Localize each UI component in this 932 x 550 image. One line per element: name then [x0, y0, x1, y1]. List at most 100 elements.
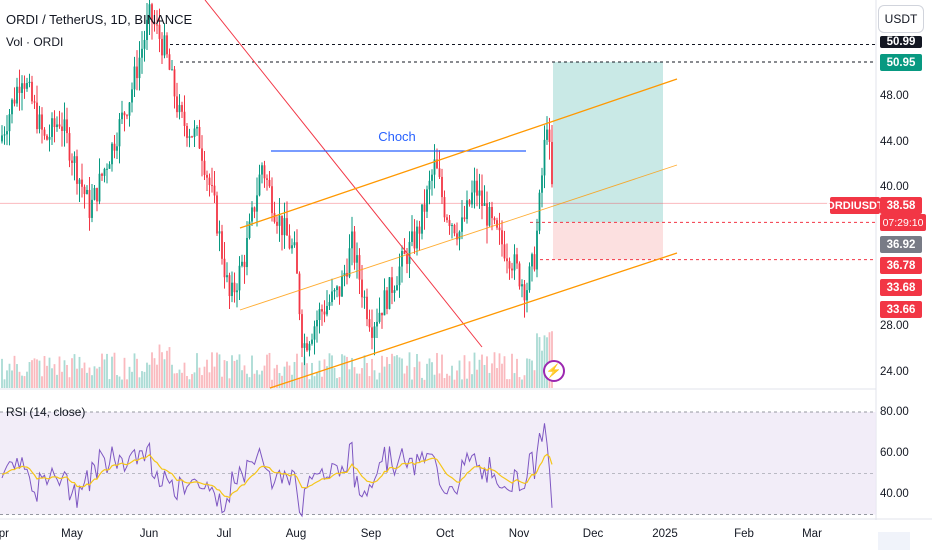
candle-body [203, 160, 206, 175]
volume-bar [53, 364, 56, 388]
symbol-title: ORDI / TetherUS, 1D, BINANCE [6, 12, 193, 27]
volume-bar [326, 366, 328, 388]
candle-body [483, 203, 486, 206]
candle-body [441, 176, 443, 198]
candle-body [251, 207, 253, 222]
candle-body [266, 178, 268, 180]
candle-body [458, 231, 461, 240]
price-tick: 28.00 [880, 320, 909, 332]
volume-bar [246, 373, 248, 388]
channel-mid [239, 164, 678, 311]
volume-bar [33, 358, 36, 388]
candle-body [111, 143, 113, 165]
candle-body [296, 242, 298, 274]
candle-body [386, 290, 388, 309]
volume-bar [121, 379, 123, 388]
volume-bar [413, 367, 416, 388]
volume-bar [456, 370, 458, 388]
candle-body [221, 231, 223, 259]
volume-bar [516, 358, 518, 388]
volume-bar [378, 372, 381, 388]
volume-bar [523, 375, 526, 388]
candle-body [398, 266, 401, 286]
candle-body [123, 112, 126, 116]
candle-body [531, 254, 533, 267]
volume-bar [506, 379, 508, 388]
volume-bar [298, 377, 301, 388]
candle-body [173, 69, 176, 97]
candle-body [533, 254, 536, 270]
candle-body [58, 124, 61, 127]
candle-body [21, 83, 23, 93]
candle-body [543, 139, 546, 176]
time-label: Sep [360, 528, 382, 540]
candle-body [128, 102, 131, 116]
volume-bar [131, 371, 133, 388]
volume-bar [28, 362, 31, 388]
volume-bar [333, 367, 336, 388]
volume-bar [551, 331, 553, 388]
lightning-icon[interactable]: ⚡ [543, 360, 565, 382]
candle-body [303, 343, 306, 348]
volume-bar [493, 352, 496, 388]
volume-bar [403, 373, 406, 388]
volume-bar [426, 363, 428, 388]
candle-body [163, 35, 166, 56]
candle-body [376, 321, 378, 327]
candle-body [231, 282, 233, 297]
volume-bar [536, 333, 538, 388]
candle-body [138, 57, 141, 79]
candle-body [273, 213, 276, 222]
volume-bar [141, 371, 143, 388]
candle-body [101, 173, 103, 176]
volume-bar [241, 370, 243, 388]
volume-bar [406, 365, 408, 388]
candle-body [126, 115, 128, 117]
volume-bar [283, 366, 286, 388]
candle-body [76, 156, 78, 184]
level-tag: 33.66 [880, 301, 922, 318]
candle-body [291, 245, 293, 249]
candle-body [216, 195, 218, 234]
volume-bar [161, 352, 163, 388]
candle-body [356, 255, 358, 263]
volume-bar [126, 379, 128, 388]
candle-body [451, 225, 453, 227]
target-price-tag: 50.95 [880, 54, 922, 71]
candle-body [336, 286, 338, 291]
volume-bar [338, 377, 341, 388]
currency-button[interactable]: USDT [878, 5, 924, 33]
volume-bar [151, 352, 153, 388]
candle-body [461, 217, 463, 232]
candle-body [526, 290, 528, 301]
candle-body [408, 241, 411, 264]
candle-body [486, 203, 488, 226]
volume-bar [356, 373, 358, 388]
volume-bar [66, 364, 68, 388]
volume-bar [353, 367, 356, 388]
volume-bar [488, 372, 491, 388]
candle-body [316, 319, 318, 327]
volume-bar [508, 379, 511, 388]
volume-bar [271, 379, 273, 388]
volume-bar [76, 368, 78, 388]
candle-body [391, 277, 393, 293]
candle-body [243, 261, 246, 268]
candle-body [148, 4, 151, 20]
volume-bar [13, 355, 16, 388]
candle-body [421, 204, 423, 234]
volume-bar [16, 364, 18, 388]
volume-bar [416, 354, 418, 388]
volume-bar [68, 377, 71, 388]
volume-bar [388, 363, 391, 388]
volume-bar [3, 379, 6, 388]
time-label: Nov [508, 528, 530, 540]
candle-body [538, 192, 541, 231]
hidden-level-tag: 50.99 [880, 36, 922, 48]
candle-body [341, 276, 343, 297]
volume-bar [433, 374, 436, 388]
candle-body [301, 314, 303, 348]
volume-bar [188, 379, 191, 388]
candle-body [268, 179, 271, 187]
